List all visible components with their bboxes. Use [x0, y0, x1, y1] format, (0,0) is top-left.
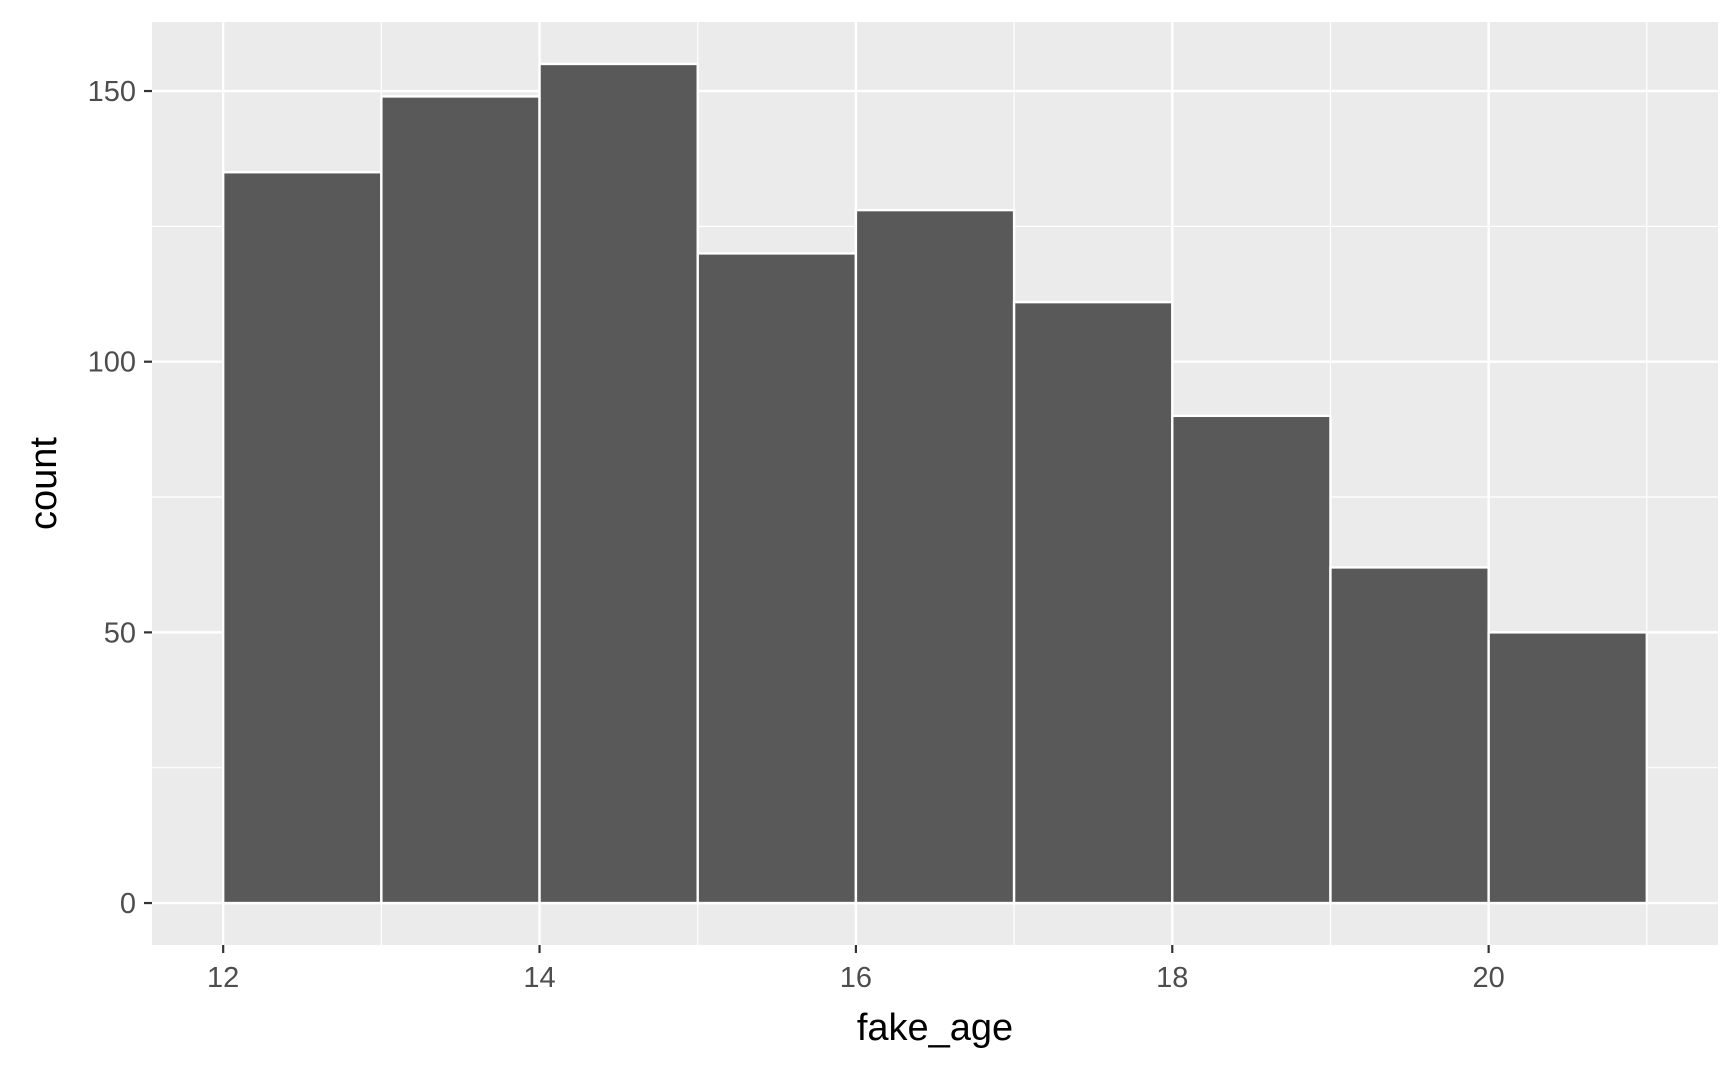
histogram-bar-6	[1012, 300, 1174, 905]
y-axis-title: count	[23, 437, 65, 530]
y-tick-label: 0	[120, 888, 136, 920]
histogram-bar-1	[221, 171, 383, 905]
x-tick-label: 16	[840, 962, 872, 994]
x-tick-label: 20	[1473, 962, 1505, 994]
x-tick-label: 14	[523, 962, 555, 994]
histogram-bar-4	[696, 252, 858, 905]
histogram-bar-5	[854, 208, 1016, 905]
x-axis-title: fake_age	[857, 1007, 1013, 1049]
y-tick-label: 100	[88, 347, 136, 379]
histogram-bar-7	[1171, 414, 1332, 905]
histogram-bar-8	[1329, 566, 1490, 905]
histogram-bar-2	[380, 95, 541, 905]
y-tick-label: 150	[88, 76, 136, 108]
histogram-bars	[221, 62, 1649, 905]
y-axis-ticks: 0 50 100 150	[88, 76, 152, 920]
x-axis-ticks: 12 14 16 18 20	[207, 945, 1505, 994]
x-tick-label: 12	[207, 962, 239, 994]
x-tick-label: 18	[1156, 962, 1188, 994]
histogram-bar-9	[1487, 631, 1649, 905]
histogram-bar-3	[538, 62, 699, 905]
y-tick-label: 50	[104, 617, 136, 649]
